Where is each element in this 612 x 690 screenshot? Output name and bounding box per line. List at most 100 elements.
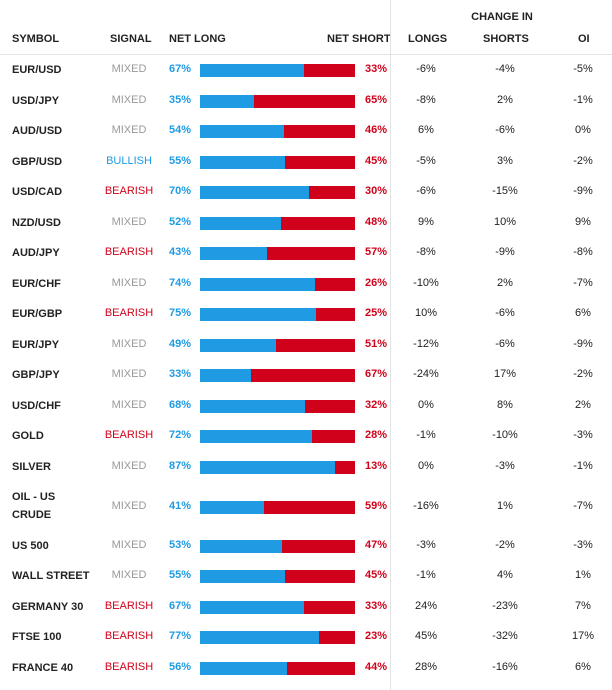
table-row: FTSE 100 BEARISH 77% 23% 45% -32% 17%	[0, 622, 612, 652]
oi-change-cell: -3%	[573, 429, 593, 441]
sentiment-bar	[200, 631, 355, 644]
shorts-change-cell: 10%	[493, 216, 517, 228]
longs-change-cell: -24%	[413, 368, 439, 380]
oi-change-cell: -5%	[573, 63, 593, 75]
sentiment-bar	[200, 186, 355, 199]
signal-cell: BEARISH	[104, 429, 154, 441]
net-long-fill	[200, 247, 267, 260]
sentiment-bar	[200, 662, 355, 675]
table-row: EUR/GBP BEARISH 75% 25% 10% -6% 6%	[0, 299, 612, 329]
symbol-cell: EUR/CHF	[12, 278, 61, 290]
sentiment-bar	[200, 156, 355, 169]
symbol-cell: EUR/USD	[12, 64, 62, 76]
net-long-value: 67%	[169, 600, 192, 612]
shorts-change-cell: -6%	[495, 338, 515, 350]
net-long-fill	[200, 308, 316, 321]
oi-change-cell: 2%	[575, 399, 591, 411]
net-long-value: 49%	[169, 338, 192, 350]
table-row: USD/CAD BEARISH 70% 30% -6% -15% -9%	[0, 177, 612, 207]
table-row: USD/CHF MIXED 68% 32% 0% 8% 2%	[0, 391, 612, 421]
signal-column-header: SIGNAL	[110, 33, 152, 45]
longs-change-cell: 45%	[414, 630, 438, 642]
table-row: GOLD BEARISH 72% 28% -1% -10% -3%	[0, 421, 612, 451]
net-long-value: 53%	[169, 539, 192, 551]
shorts-change-cell: 4%	[497, 569, 513, 581]
table-row: AUD/JPY BEARISH 43% 57% -8% -9% -8%	[0, 238, 612, 268]
sentiment-bar	[200, 95, 355, 108]
table-row: GBP/USD BULLISH 55% 45% -5% 3% -2%	[0, 147, 612, 177]
net-short-column-header: NET SHORT	[327, 33, 391, 45]
net-short-value: 23%	[364, 630, 387, 642]
change-in-divider	[390, 27, 391, 690]
net-short-value: 46%	[364, 124, 387, 136]
sentiment-bar	[200, 64, 355, 77]
oi-change-cell: -7%	[573, 500, 593, 512]
shorts-change-cell: -10%	[492, 429, 518, 441]
oi-column-header: OI	[578, 33, 590, 45]
longs-change-cell: 9%	[418, 216, 434, 228]
sentiment-bar	[200, 540, 355, 553]
net-long-value: 54%	[169, 124, 192, 136]
shorts-change-cell: -4%	[495, 63, 515, 75]
table-row: OIL - US CRUDE MIXED 41% 59% -16% 1% -7%	[0, 482, 612, 531]
net-long-fill	[200, 400, 305, 413]
symbol-cell: AUD/JPY	[12, 247, 60, 259]
signal-cell: MIXED	[111, 277, 147, 289]
net-short-value: 45%	[364, 155, 387, 167]
longs-change-cell: -10%	[413, 277, 439, 289]
net-long-fill	[200, 369, 251, 382]
shorts-change-cell: 8%	[497, 399, 513, 411]
signal-cell: MIXED	[111, 569, 147, 581]
longs-change-cell: -3%	[416, 539, 436, 551]
net-long-fill	[200, 601, 304, 614]
shorts-change-cell: -2%	[495, 539, 515, 551]
net-long-value: 55%	[169, 569, 192, 581]
symbol-cell: SILVER	[12, 461, 51, 473]
longs-column-header: LONGS	[408, 33, 448, 45]
symbol-cell: EUR/GBP	[12, 308, 63, 320]
longs-change-cell: -1%	[416, 429, 436, 441]
net-long-fill	[200, 156, 285, 169]
longs-change-cell: -16%	[413, 500, 439, 512]
net-short-value: 67%	[364, 368, 387, 380]
net-long-value: 87%	[169, 460, 192, 472]
signal-cell: BEARISH	[104, 630, 154, 642]
net-long-fill	[200, 339, 276, 352]
longs-change-cell: -6%	[416, 185, 436, 197]
longs-change-cell: 28%	[414, 661, 438, 673]
oi-change-cell: -9%	[573, 185, 593, 197]
shorts-change-cell: 1%	[497, 500, 513, 512]
net-long-value: 33%	[169, 368, 192, 380]
table-row: US 500 MIXED 53% 47% -3% -2% -3%	[0, 531, 612, 561]
table-row: USD/JPY MIXED 35% 65% -8% 2% -1%	[0, 86, 612, 116]
longs-change-cell: -8%	[416, 246, 436, 258]
oi-change-cell: -2%	[573, 155, 593, 167]
signal-cell: MIXED	[111, 368, 147, 380]
longs-change-cell: 6%	[418, 124, 434, 136]
shorts-change-cell: -6%	[495, 124, 515, 136]
symbol-cell: GBP/USD	[12, 156, 63, 168]
longs-change-cell: -1%	[416, 569, 436, 581]
sentiment-bar	[200, 570, 355, 583]
signal-cell: MIXED	[111, 539, 147, 551]
net-long-fill	[200, 461, 335, 474]
symbol-cell: WALL STREET	[12, 570, 90, 582]
longs-change-cell: -5%	[416, 155, 436, 167]
signal-cell: MIXED	[111, 94, 147, 106]
symbol-cell: OIL - US CRUDE	[12, 491, 56, 521]
shorts-change-cell: -9%	[495, 246, 515, 258]
signal-cell: MIXED	[111, 399, 147, 411]
longs-change-cell: 10%	[414, 307, 438, 319]
net-short-value: 47%	[364, 539, 387, 551]
table-row: WALL STREET MIXED 55% 45% -1% 4% 1%	[0, 561, 612, 591]
oi-change-cell: 1%	[575, 569, 591, 581]
table-row: GERMANY 30 BEARISH 67% 33% 24% -23% 7%	[0, 592, 612, 622]
sentiment-bar	[200, 501, 355, 514]
signal-cell: BEARISH	[104, 307, 154, 319]
net-long-fill	[200, 186, 309, 199]
symbol-cell: US 500	[12, 540, 49, 552]
net-long-fill	[200, 631, 319, 644]
table-row: FRANCE 40 BEARISH 56% 44% 28% -16% 6%	[0, 653, 612, 683]
oi-change-cell: -2%	[573, 368, 593, 380]
net-short-value: 32%	[364, 399, 387, 411]
